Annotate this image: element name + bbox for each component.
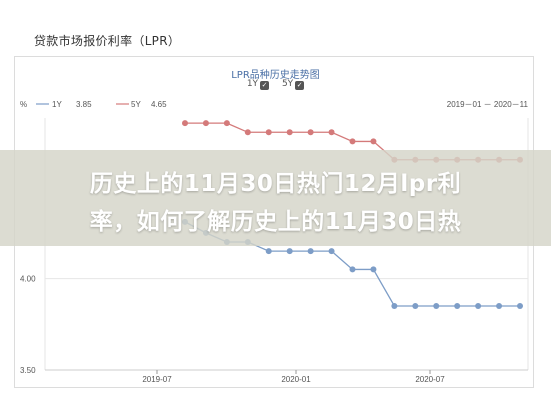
overlay-line-1: 历史上的11月30日热门12月lpr利 — [89, 171, 462, 197]
data-point-5y[interactable] — [307, 129, 314, 136]
legend-1y-value: 3.85 — [76, 100, 92, 109]
data-point-1y[interactable] — [433, 303, 440, 309]
chart-title: LPR品种历史走势图 — [231, 70, 320, 81]
data-point-1y[interactable] — [349, 266, 356, 273]
legend-1y-name: 1Y — [52, 100, 62, 109]
x-tick-label: 2019-07 — [142, 375, 172, 384]
checkbox-checked-icon[interactable]: ✓ — [260, 81, 270, 90]
data-point-5y[interactable] — [244, 129, 251, 136]
data-point-1y[interactable] — [328, 248, 335, 255]
data-point-1y[interactable] — [391, 303, 398, 309]
y-tick-label: 4.00 — [20, 275, 36, 284]
unit-label: % — [20, 100, 27, 109]
data-point-5y[interactable] — [349, 138, 356, 145]
toggle-1y[interactable]: 1Y ✓ — [246, 79, 270, 90]
x-tick-label: 2020-07 — [415, 375, 445, 384]
data-point-1y[interactable] — [517, 303, 523, 309]
data-point-5y[interactable] — [370, 138, 377, 145]
overlay-line-2: 率，如何了解历史上的11月30日热 — [89, 209, 462, 235]
series-toggles: 1Y ✓ 5Y ✓ — [0, 79, 551, 90]
toggle-5y[interactable]: 5Y ✓ — [281, 79, 305, 90]
data-point-5y[interactable] — [265, 129, 272, 136]
data-point-5y[interactable] — [223, 120, 230, 127]
data-point-1y[interactable] — [475, 303, 482, 309]
legend-5y-name: 5Y — [131, 100, 141, 109]
data-point-1y[interactable] — [286, 248, 293, 255]
data-point-5y[interactable] — [202, 120, 209, 127]
x-tick-label: 2020-01 — [281, 375, 311, 384]
data-point-5y[interactable] — [286, 129, 293, 136]
data-point-1y[interactable] — [412, 303, 419, 309]
data-point-1y[interactable] — [307, 248, 314, 255]
data-point-1y[interactable] — [265, 248, 272, 255]
title-overlay-banner: 历史上的11月30日热门12月lpr利 率，如何了解历史上的11月30日热 — [0, 150, 551, 246]
page-heading: 贷款市场报价利率（LPR） — [34, 34, 181, 48]
checkbox-checked-icon[interactable]: ✓ — [295, 81, 305, 90]
legend-5y-value: 4.65 — [151, 100, 167, 109]
y-tick-label: 3.50 — [20, 366, 36, 375]
toggle-1y-label: 1Y — [246, 79, 259, 89]
data-point-5y[interactable] — [328, 129, 335, 136]
data-point-1y[interactable] — [370, 266, 377, 273]
data-point-1y[interactable] — [496, 303, 503, 309]
data-point-5y[interactable] — [182, 120, 188, 127]
toggle-5y-label: 5Y — [281, 79, 294, 89]
data-point-1y[interactable] — [454, 303, 461, 309]
date-range: 2019－01 － 2020－11 — [447, 100, 529, 109]
